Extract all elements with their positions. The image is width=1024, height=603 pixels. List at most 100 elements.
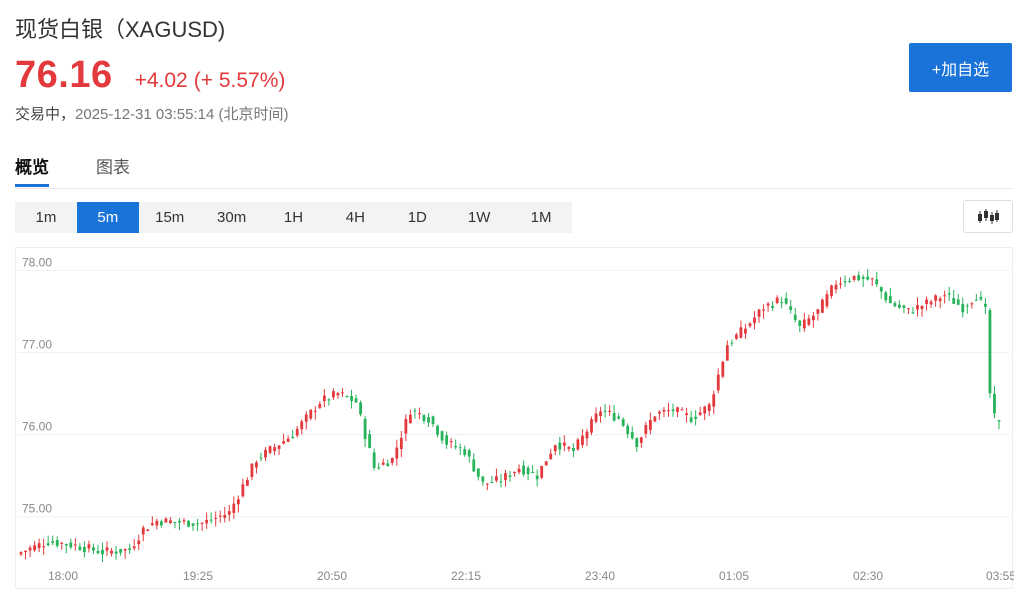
- candle-body: [571, 447, 575, 452]
- candle-body: [648, 419, 652, 430]
- candle-body: [313, 410, 317, 412]
- interval-1w[interactable]: 1W: [467, 209, 491, 226]
- candle-body: [879, 287, 883, 292]
- candle-body: [286, 438, 290, 442]
- candle-body: [295, 428, 299, 436]
- candle-body: [327, 399, 331, 401]
- candle-body: [96, 550, 100, 554]
- candle-body: [132, 546, 136, 549]
- candle-body: [381, 462, 385, 465]
- candle-body: [965, 305, 969, 307]
- candle-body: [707, 404, 711, 412]
- candle-body: [780, 302, 784, 304]
- chart-type-toggle[interactable]: [963, 200, 1013, 233]
- candle-body: [988, 310, 992, 394]
- candle-body: [37, 543, 41, 549]
- candle-body: [214, 517, 218, 519]
- candle-body: [245, 480, 249, 486]
- candle-body: [558, 442, 562, 450]
- candle-body: [825, 294, 829, 307]
- candle-body: [449, 441, 453, 443]
- interval-30m[interactable]: 30m: [217, 209, 247, 226]
- candle-body: [368, 434, 372, 448]
- y-tick-label: 75.00: [22, 502, 52, 516]
- candle-body: [884, 292, 888, 301]
- candle-body: [544, 461, 548, 466]
- candle-body: [789, 306, 793, 311]
- candle-body: [531, 472, 535, 474]
- interval-1d[interactable]: 1D: [407, 209, 427, 226]
- view-tabs: 概览 图表: [15, 150, 1012, 189]
- candle-body: [716, 374, 720, 391]
- candle-body: [725, 345, 729, 361]
- candle-body: [418, 413, 421, 415]
- candle-body: [24, 550, 27, 553]
- candle-body: [499, 481, 503, 483]
- candle-body: [947, 293, 951, 295]
- add-watchlist-button[interactable]: +加自选: [909, 43, 1012, 92]
- candle-body: [159, 521, 163, 526]
- candle-body: [354, 398, 358, 403]
- candle-body: [227, 511, 231, 515]
- candle-body: [793, 314, 797, 321]
- candle-body: [576, 439, 580, 450]
- candle-body: [590, 419, 593, 433]
- candle-body: [748, 323, 752, 327]
- candle-body: [309, 409, 313, 419]
- candle-body: [241, 484, 245, 497]
- price-chart[interactable]: 75.00 76.00 77.00 78.00 18:00 19:25 20:50 22:15…: [15, 247, 1014, 589]
- candle-body: [395, 447, 399, 459]
- candle-body: [830, 285, 833, 297]
- candle-body: [236, 499, 240, 505]
- candle-body: [522, 465, 525, 475]
- candle-body: [517, 468, 521, 473]
- x-tick-label: 22:15: [451, 569, 481, 583]
- candle-body: [259, 457, 263, 459]
- candle-body: [218, 515, 222, 517]
- interval-selector: 1m 5m 15m 30m 1H 4H 1D 1W 1M: [15, 202, 572, 233]
- candle-body: [87, 544, 91, 549]
- interval-1m[interactable]: 1m: [35, 209, 57, 226]
- candle-body: [336, 393, 340, 396]
- interval-1h[interactable]: 1H: [283, 209, 304, 226]
- candle-body: [345, 396, 349, 398]
- interval-5m[interactable]: 5m: [76, 202, 139, 233]
- tab-overview[interactable]: 概览: [15, 153, 49, 187]
- candle-body: [875, 279, 879, 285]
- candle-body: [495, 476, 498, 481]
- candle-body: [870, 278, 874, 280]
- candle-body: [712, 394, 716, 407]
- candle-body: [404, 418, 408, 434]
- candle-body: [359, 402, 362, 415]
- trading-status: 交易中，2025-12-31 03:55:14 (北京时间): [15, 103, 288, 124]
- candle-body: [925, 299, 928, 304]
- candle-body: [69, 542, 73, 548]
- interval-1mo[interactable]: 1M: [530, 209, 552, 226]
- candle-body: [893, 303, 897, 307]
- candle-body: [581, 435, 584, 446]
- candle-body: [861, 276, 865, 279]
- candle-body: [377, 467, 381, 469]
- candle-body: [322, 395, 326, 402]
- candle-body: [807, 318, 811, 325]
- candle-body: [454, 445, 458, 448]
- candle-body: [757, 309, 761, 317]
- quote-row: 76.16 +4.02 (+ 5.57%): [15, 54, 285, 97]
- candle-body: [676, 407, 679, 413]
- candle-body: [608, 410, 612, 412]
- status-text: 交易中，: [15, 106, 76, 123]
- interval-4h[interactable]: 4H: [345, 209, 365, 226]
- candle-body: [653, 416, 657, 422]
- candle-body: [141, 527, 145, 535]
- candle-body: [463, 449, 467, 455]
- candle-body: [341, 392, 344, 394]
- tab-chart[interactable]: 图表: [96, 158, 130, 177]
- interval-15m[interactable]: 15m: [155, 209, 185, 226]
- candle-body: [110, 550, 113, 554]
- candle-body: [187, 520, 190, 527]
- candle-body: [617, 416, 621, 419]
- candle-body: [277, 445, 281, 449]
- candle-body: [250, 463, 254, 477]
- candle-body: [612, 412, 616, 421]
- candle-body: [146, 529, 150, 531]
